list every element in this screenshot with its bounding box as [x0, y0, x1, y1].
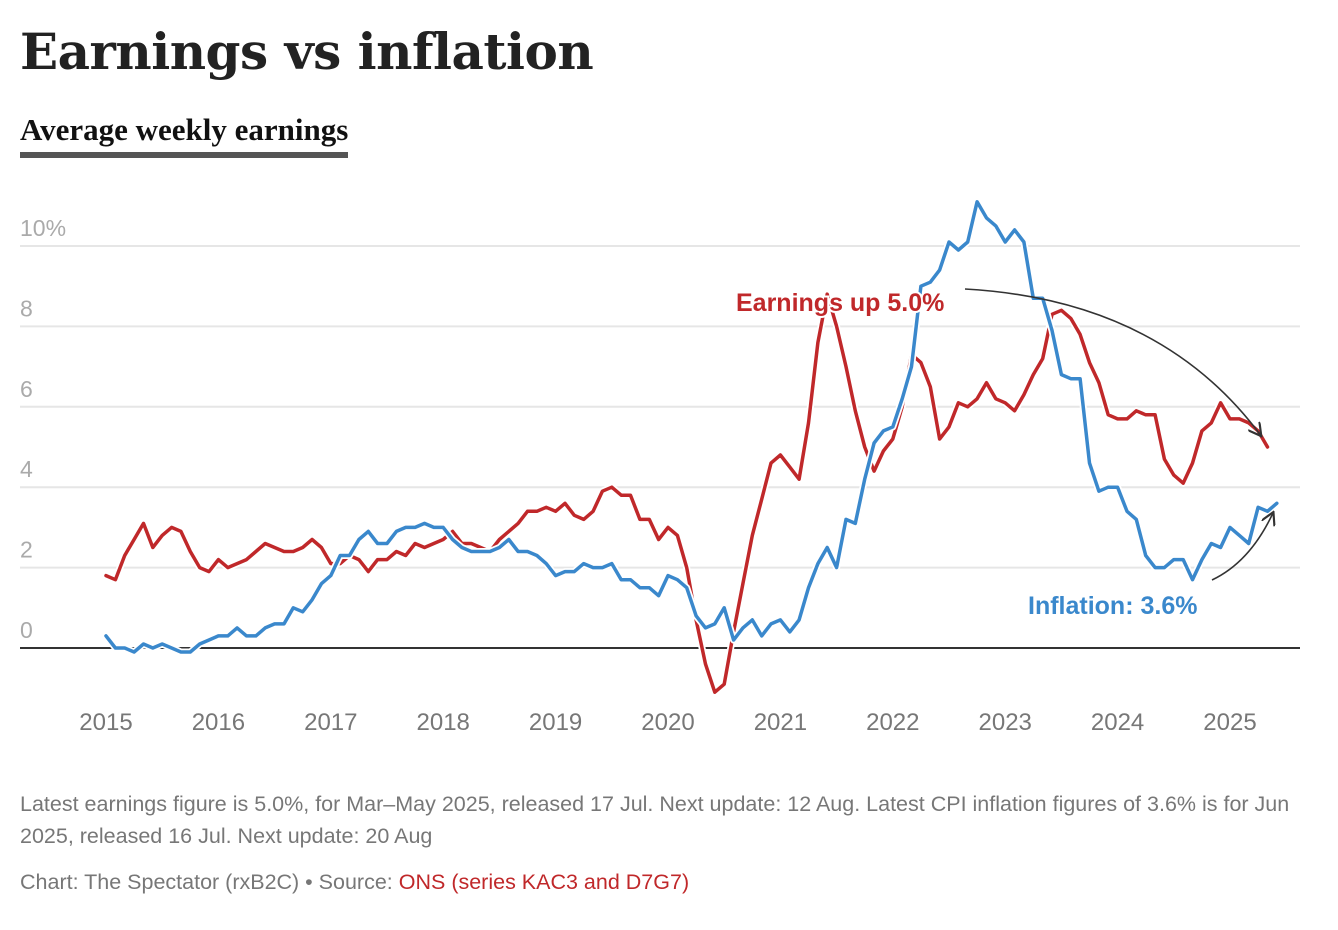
inflation-annotation: Inflation: 3.6% — [1028, 592, 1197, 620]
x-tick-label: 2024 — [1091, 709, 1144, 736]
y-tick-label: 0 — [20, 617, 33, 643]
earnings-annotation: Earnings up 5.0% — [736, 289, 944, 317]
annotation-labels: Earnings up 5.0% Inflation: 3.6% — [734, 287, 1199, 622]
y-tick-label: 10% — [20, 215, 66, 241]
inflation-arrow — [1211, 513, 1273, 581]
y-tick-label: 2 — [20, 537, 33, 563]
line-chart: 0 2 4 6 8 10% 2015 2016 2017 2018 2019 2020 2021 202… — [20, 198, 1300, 736]
x-axis-ticks: 2015 2016 2017 2018 2019 2020 2021 2022 2023 2024… — [79, 709, 1256, 736]
x-tick-label: 2017 — [304, 709, 357, 736]
y-tick-label: 8 — [20, 295, 33, 321]
x-tick-label: 2023 — [979, 709, 1032, 736]
series-lines — [103, 198, 1280, 696]
series-line-inflation — [104, 200, 1279, 654]
x-tick-label: 2018 — [417, 709, 470, 736]
y-tick-label: 4 — [20, 456, 33, 482]
x-tick-label: 2022 — [866, 709, 919, 736]
x-tick-label: 2015 — [79, 709, 132, 736]
gridlines — [20, 245, 1300, 649]
footnote: Latest earnings figure is 5.0%, for Mar–… — [20, 792, 1290, 848]
x-tick-label: 2016 — [192, 709, 245, 736]
series-line-earnings — [104, 292, 1270, 694]
series-halo-earnings — [104, 290, 1271, 696]
y-tick-label: 6 — [20, 376, 33, 402]
chart-subtitle: Average weekly earnings — [20, 112, 349, 158]
earnings-arrow — [964, 288, 1260, 435]
x-tick-label: 2019 — [529, 709, 582, 736]
source-line: Chart: The Spectator (rxB2C) • Source: O… — [20, 870, 689, 895]
x-tick-label: 2021 — [754, 709, 807, 736]
credit-text: Chart: The Spectator (rxB2C) • Source: — [20, 870, 399, 894]
annotation-arrows — [964, 288, 1273, 581]
x-tick-label: 2020 — [641, 709, 694, 736]
source-link[interactable]: ONS (series KAC3 and D7G7) — [398, 870, 690, 894]
chart-title: Earnings vs inflation — [20, 22, 594, 81]
x-tick-label: 2025 — [1203, 709, 1256, 736]
y-axis-ticks: 0 2 4 6 8 10% — [20, 215, 66, 643]
chart-subtitle-tab: Average weekly earnings — [20, 112, 349, 158]
